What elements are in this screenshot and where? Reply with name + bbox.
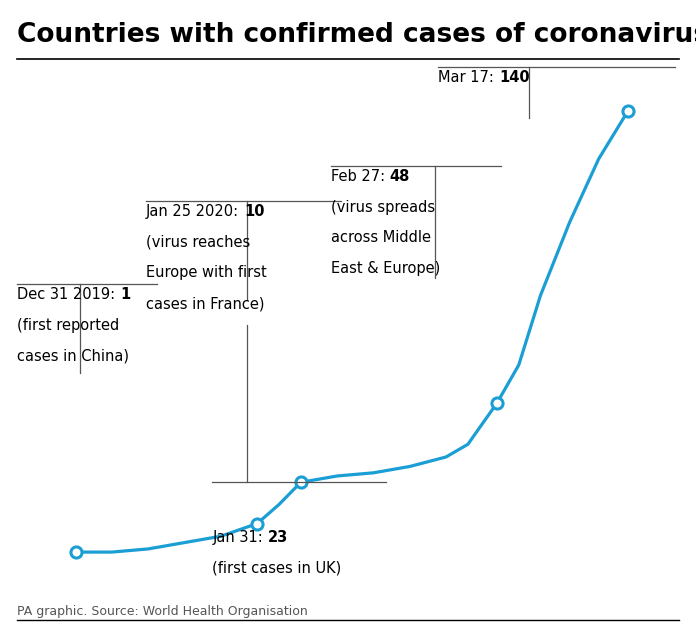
Text: across Middle: across Middle [331, 230, 431, 246]
Text: 140: 140 [499, 70, 530, 85]
Text: PA graphic. Source: World Health Organisation: PA graphic. Source: World Health Organis… [17, 605, 308, 618]
Text: Europe with first: Europe with first [146, 265, 267, 281]
Text: 10: 10 [244, 204, 264, 219]
Text: (first reported: (first reported [17, 318, 120, 333]
Text: Mar 17:: Mar 17: [438, 70, 499, 85]
Text: Jan 25 2020:: Jan 25 2020: [146, 204, 244, 219]
Text: Feb 27:: Feb 27: [331, 169, 389, 184]
Text: (virus reaches: (virus reaches [146, 235, 251, 250]
Text: Jan 31:: Jan 31: [212, 530, 268, 545]
Text: (virus spreads: (virus spreads [331, 200, 435, 215]
Text: 1: 1 [120, 287, 130, 302]
Text: Countries with confirmed cases of coronavirus: Countries with confirmed cases of corona… [17, 22, 696, 48]
Text: 48: 48 [389, 169, 410, 184]
Text: Dec 31 2019:: Dec 31 2019: [17, 287, 120, 302]
Text: East & Europe): East & Europe) [331, 261, 440, 276]
Text: 23: 23 [268, 530, 288, 545]
Text: cases in France): cases in France) [146, 296, 264, 311]
Text: cases in China): cases in China) [17, 348, 129, 364]
Text: (first cases in UK): (first cases in UK) [212, 560, 342, 575]
